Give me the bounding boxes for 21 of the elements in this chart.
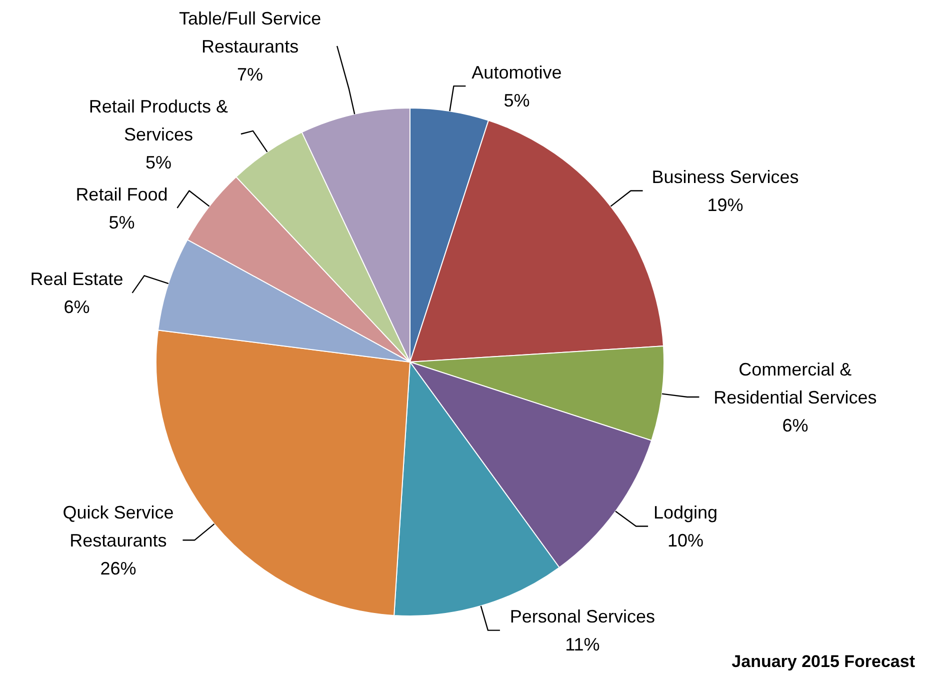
- data-label: 10%: [668, 530, 704, 551]
- data-label: 6%: [64, 297, 90, 318]
- data-label: 7%: [237, 64, 264, 84]
- data-label: 11%: [565, 634, 600, 655]
- slice-label: Table/Full Service Restaurants: [179, 8, 322, 56]
- data-label: 5%: [145, 152, 172, 172]
- slice-label: Personal Services: [510, 606, 655, 627]
- data-label: 5%: [504, 90, 530, 110]
- slice-label: Commercial & Residential Services: [714, 359, 877, 408]
- slice-label: Business Services: [652, 167, 799, 188]
- data-label: 6%: [782, 415, 808, 436]
- data-label: 19%: [707, 195, 744, 216]
- data-label: 26%: [100, 558, 136, 578]
- data-label: 5%: [108, 212, 135, 232]
- slice-label: Real Estate: [30, 269, 124, 290]
- slice-label: Retail Food: [76, 184, 168, 204]
- slice-label: Lodging: [654, 502, 718, 523]
- slice-label: Quick Service Restaurants: [62, 502, 174, 550]
- slice-label: Automotive: [472, 62, 562, 82]
- text: January 2015 Forecast: [732, 652, 916, 671]
- slice-label: Retail Products & Services: [88, 96, 228, 144]
